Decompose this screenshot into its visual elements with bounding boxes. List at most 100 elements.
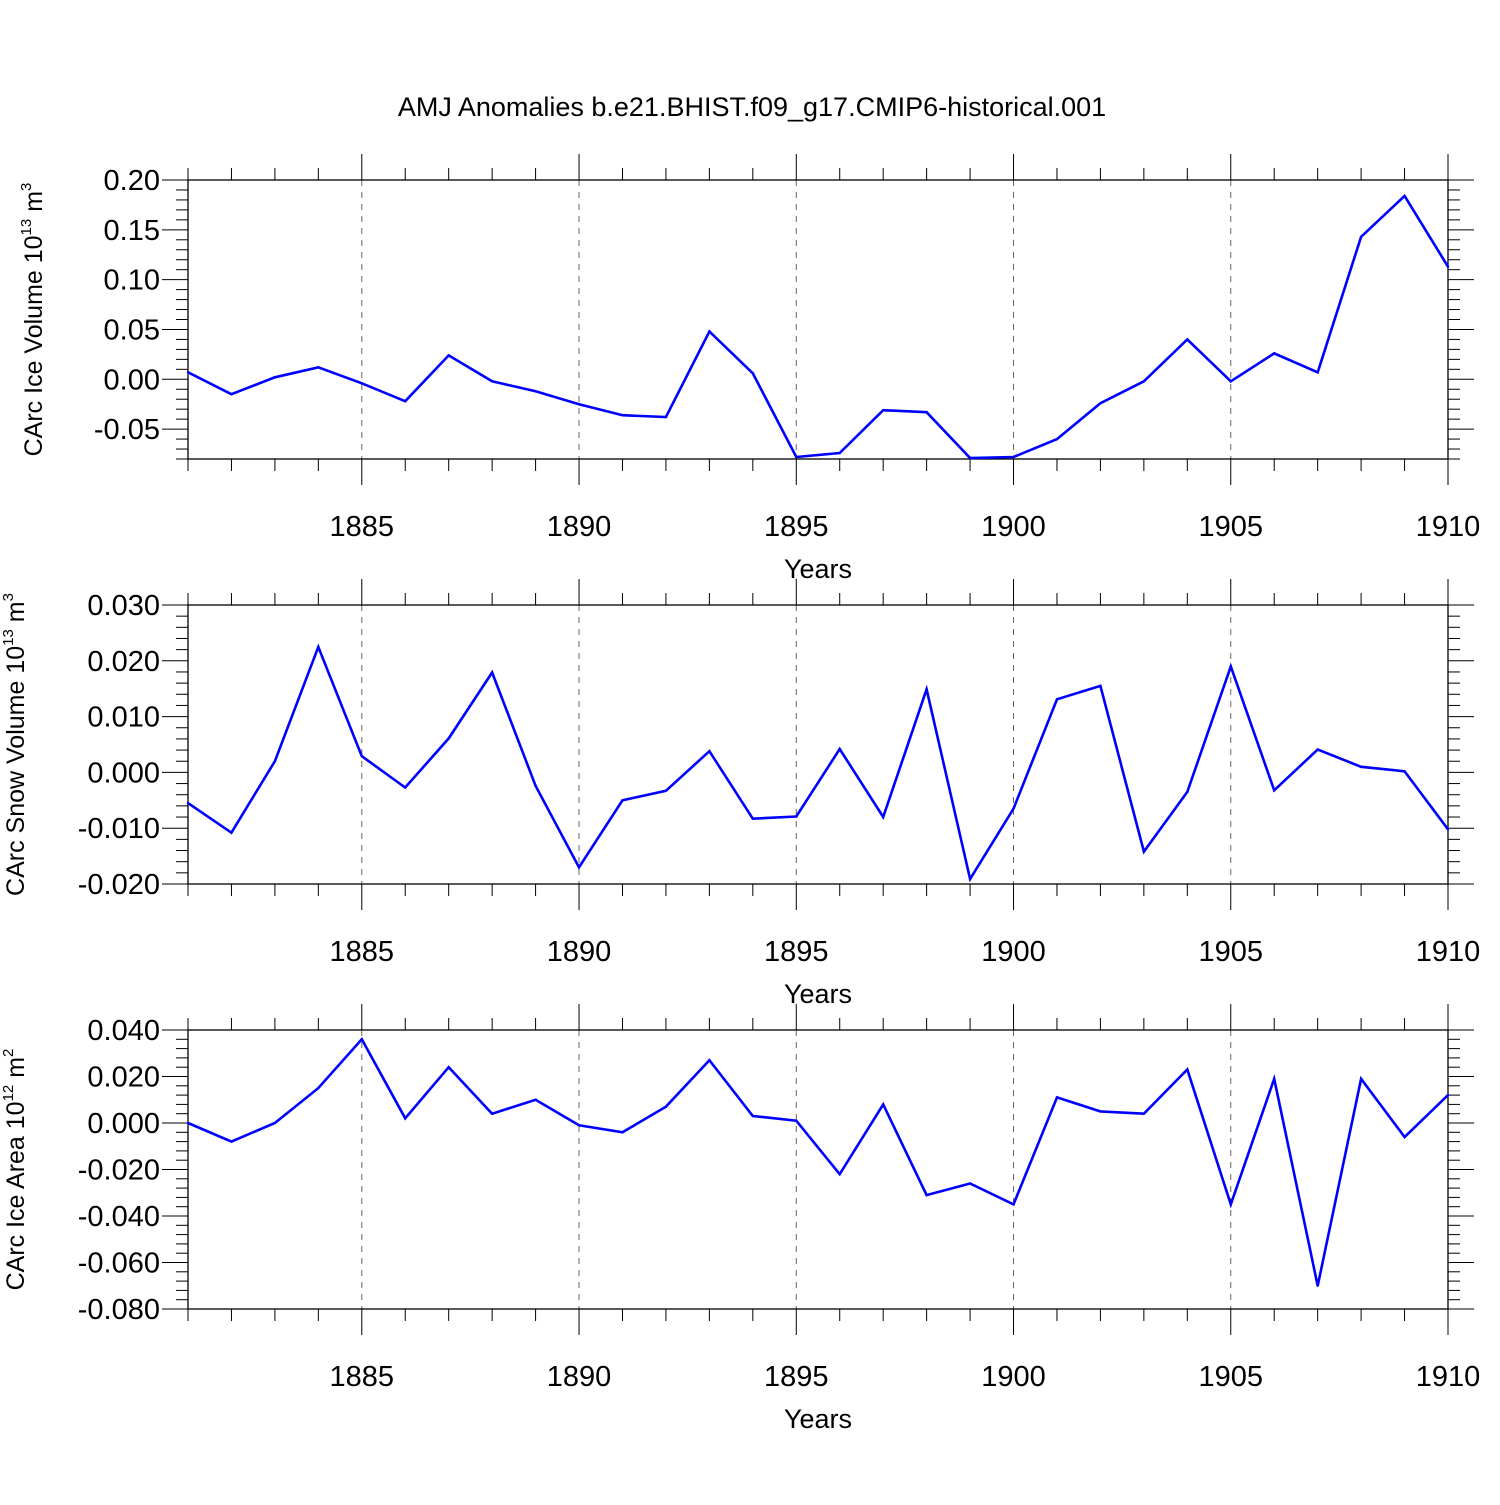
x-tick-label: 1885 bbox=[330, 1361, 395, 1393]
data-point bbox=[186, 1121, 190, 1125]
data-point bbox=[360, 382, 363, 385]
y-axis-label: CArc Snow Volume 1013 m3 bbox=[0, 593, 30, 896]
x-tick-label: 1885 bbox=[330, 936, 395, 968]
data-point bbox=[1403, 194, 1406, 198]
data-point bbox=[1012, 1203, 1015, 1206]
data-point bbox=[621, 799, 624, 802]
y-tick-label: -0.020 bbox=[78, 1155, 160, 1187]
data-point bbox=[881, 1103, 885, 1106]
plot-frame bbox=[187, 179, 1449, 460]
y-tick-label: 0.020 bbox=[87, 1062, 160, 1094]
series-line bbox=[187, 643, 1450, 883]
y-tick-label: 0.20 bbox=[104, 165, 160, 197]
y-axis-label: CArc Ice Volume 1013 m3 bbox=[18, 183, 48, 457]
data-point bbox=[881, 408, 885, 412]
data-point bbox=[621, 413, 624, 417]
x-tick-label: 1890 bbox=[547, 1361, 612, 1393]
chart-title: AMJ Anomalies b.e21.BHIST.f09_g17.CMIP6-… bbox=[398, 92, 1106, 122]
data-point bbox=[230, 1140, 233, 1143]
data-point bbox=[1316, 748, 1319, 751]
x-tick-label: 1910 bbox=[1416, 511, 1481, 543]
data-point bbox=[968, 456, 972, 460]
data-point bbox=[273, 760, 277, 763]
data-point bbox=[534, 784, 537, 787]
x-tick-label: 1900 bbox=[981, 511, 1046, 543]
x-tick-label: 1900 bbox=[981, 936, 1046, 968]
data-point bbox=[1186, 1068, 1189, 1071]
data-point bbox=[838, 451, 841, 455]
x-axis-label: Years bbox=[784, 979, 852, 1009]
data-point bbox=[1446, 828, 1450, 831]
x-tick-label: 1910 bbox=[1416, 1361, 1481, 1393]
data-point bbox=[1359, 235, 1363, 238]
data-point bbox=[708, 1059, 711, 1062]
data-point bbox=[1186, 338, 1189, 341]
data-point bbox=[1012, 455, 1015, 459]
data-point bbox=[621, 1131, 624, 1134]
data-point bbox=[577, 866, 581, 869]
y-tick-label: 0.020 bbox=[87, 646, 160, 678]
data-point bbox=[664, 1105, 668, 1108]
data-point bbox=[577, 402, 581, 406]
data-point bbox=[708, 330, 711, 333]
data-point bbox=[1099, 402, 1102, 405]
data-point bbox=[404, 1117, 407, 1120]
data-point bbox=[925, 688, 928, 691]
x-tick-label: 1910 bbox=[1416, 936, 1481, 968]
data-point bbox=[1055, 437, 1059, 441]
data-point bbox=[1403, 1135, 1406, 1139]
data-point bbox=[360, 1038, 363, 1041]
data-point bbox=[1142, 1112, 1146, 1115]
data-point bbox=[968, 877, 972, 881]
y-tick-label: 0.10 bbox=[104, 265, 160, 297]
data-point bbox=[273, 1121, 277, 1125]
data-point bbox=[1099, 684, 1102, 688]
chart-panel-1: -0.05 0.00 0.05 0.10 0.15 0.20 1885 1890 1895 190… bbox=[18, 154, 1480, 584]
series-line bbox=[187, 193, 1450, 460]
y-tick-label: -0.080 bbox=[78, 1294, 160, 1326]
data-point bbox=[186, 801, 190, 805]
data-point bbox=[230, 393, 233, 396]
data-point bbox=[1229, 1203, 1232, 1206]
data-point bbox=[751, 1114, 755, 1118]
data-point bbox=[404, 400, 407, 403]
data-point bbox=[447, 1066, 450, 1069]
x-axis-label: Years bbox=[784, 554, 852, 584]
data-point bbox=[1229, 665, 1232, 668]
x-tick-label: 1895 bbox=[764, 511, 829, 543]
y-tick-label: 0.010 bbox=[87, 702, 160, 734]
chart-panel-2: -0.020 -0.010 0.000 0.010 0.020 0.030 1885 1890… bbox=[0, 579, 1480, 1009]
data-point bbox=[534, 390, 537, 393]
y-tick-label: 0.000 bbox=[87, 1108, 160, 1140]
x-tick-label: 1890 bbox=[547, 511, 612, 543]
data-point bbox=[1273, 789, 1276, 792]
y-tick-label: 0.040 bbox=[87, 1015, 160, 1047]
plot-frame bbox=[187, 604, 1449, 885]
data-point bbox=[490, 671, 494, 674]
data-point bbox=[751, 817, 755, 820]
data-point bbox=[795, 1119, 798, 1122]
data-point bbox=[925, 1193, 928, 1197]
y-tick-label: -0.05 bbox=[94, 414, 160, 446]
data-point bbox=[838, 747, 841, 751]
x-tick-label: 1895 bbox=[764, 936, 829, 968]
x-tick-label: 1905 bbox=[1199, 511, 1264, 543]
x-tick-label: 1885 bbox=[330, 511, 395, 543]
y-tick-label: 0.00 bbox=[104, 364, 160, 396]
data-point bbox=[1142, 380, 1146, 383]
data-point bbox=[230, 831, 233, 834]
data-point bbox=[577, 1124, 581, 1127]
data-point bbox=[795, 815, 798, 818]
y-tick-label: -0.010 bbox=[78, 813, 160, 845]
y-tick-label: -0.060 bbox=[78, 1248, 160, 1280]
data-point bbox=[317, 1086, 320, 1090]
data-point bbox=[664, 415, 668, 419]
data-point bbox=[1403, 770, 1406, 773]
data-point bbox=[1055, 1096, 1059, 1099]
data-point bbox=[534, 1098, 537, 1101]
x-tick-label: 1905 bbox=[1199, 936, 1264, 968]
data-point bbox=[490, 1112, 494, 1115]
data-point bbox=[317, 366, 320, 369]
